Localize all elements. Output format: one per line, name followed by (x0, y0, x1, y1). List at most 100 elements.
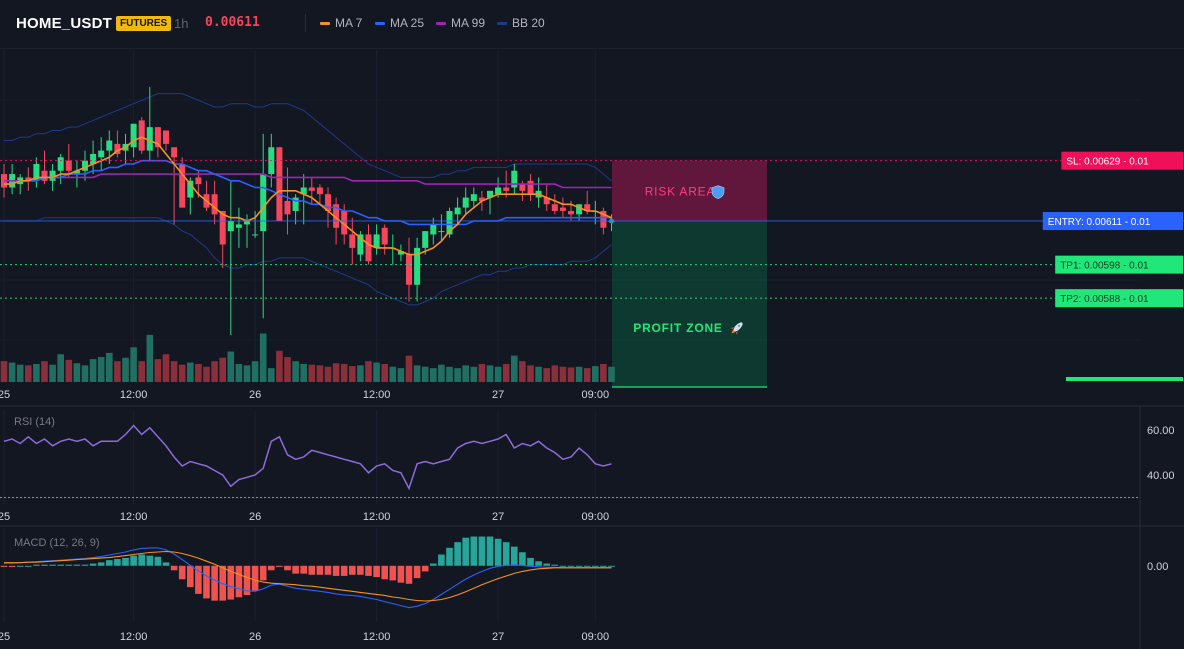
candle-body (357, 234, 364, 255)
volume-bar (494, 366, 502, 382)
volume-bar (397, 368, 405, 382)
time-axis-label: 27 (492, 389, 504, 401)
macd-histogram-bar (170, 565, 178, 571)
legend-ma25[interactable]: MA 25 (375, 16, 424, 30)
candle-body (252, 234, 259, 236)
macd-histogram-bar (430, 563, 437, 566)
candle-body (519, 184, 526, 191)
risk-area-zone (612, 160, 767, 222)
macd-histogram-bar (535, 561, 542, 566)
macd-histogram-bar (543, 563, 550, 566)
volume-bar (106, 352, 113, 382)
volume-bar (57, 354, 64, 382)
macd-histogram-bar (478, 536, 486, 566)
volume-bar (511, 355, 518, 382)
shield-icon (711, 185, 725, 199)
volume-bar (502, 363, 510, 382)
candle-body (495, 187, 502, 195)
candle-body (325, 194, 331, 211)
candle-body (568, 210, 574, 215)
macd-histogram-bar (268, 565, 275, 571)
ma7-line (4, 136, 612, 256)
legend-ma99[interactable]: MA 99 (436, 16, 485, 30)
volume-bar (130, 347, 137, 382)
candle-body (276, 147, 283, 222)
macd-histogram-bar (608, 565, 615, 567)
time-axis-label: 27 (492, 511, 504, 523)
macd-histogram-bar (122, 557, 129, 566)
time-axis-label: 12:00 (120, 389, 148, 401)
candle-body (90, 153, 97, 165)
candle-body (171, 147, 178, 158)
profit-zone-label: PROFIT ZONE (633, 321, 722, 335)
macd-histogram-bar (373, 565, 380, 578)
timeframe-label[interactable]: 1h (174, 16, 189, 31)
legend-bb20[interactable]: BB 20 (497, 16, 545, 30)
macd-histogram-bar (259, 565, 267, 581)
candle-body (397, 251, 404, 255)
entry-level-tag (1042, 212, 1183, 231)
macd-histogram-bar (551, 564, 559, 566)
candle-body (187, 180, 194, 198)
legend-swatch-ma7 (320, 21, 330, 25)
time-axis-label: 12:00 (120, 511, 148, 523)
volume-bar (243, 365, 251, 382)
macd-histogram-bar (397, 565, 405, 583)
macd-title: MACD (12, 26, 9) (14, 537, 100, 549)
rsi-scale-label: 40.00 (1147, 470, 1175, 482)
time-axis-label: 12:00 (363, 511, 391, 523)
macd-histogram-bar (178, 565, 186, 580)
macd-histogram-bar (235, 565, 243, 598)
macd-histogram-bar (162, 562, 170, 566)
time-axis-label: 25 (0, 389, 10, 401)
macd-histogram-bar (308, 565, 316, 575)
bollinger-bands (4, 93, 612, 306)
candle-body (316, 187, 323, 195)
volume-bar (446, 366, 453, 382)
candle-body (211, 194, 218, 215)
volume-bar (16, 364, 24, 382)
volume-bar (567, 367, 575, 382)
tp2-level-label: TP2: 0.00588 - 0.01 (1060, 294, 1149, 305)
volume-bar (138, 361, 145, 382)
time-axis-label: 12:00 (363, 631, 391, 643)
candle-body (244, 221, 250, 225)
macd-histogram-bar (81, 564, 89, 566)
candle-body (527, 180, 534, 195)
candle-body (114, 143, 121, 154)
time-axis-label: 26 (249, 511, 261, 523)
legend-ma7-label: MA 7 (335, 16, 363, 30)
macd-histogram-bar (243, 565, 251, 596)
volume-bar (8, 362, 16, 382)
legend-ma7[interactable]: MA 7 (320, 16, 362, 30)
tp2-level-tag (1055, 289, 1183, 308)
macd-histogram-bar (349, 565, 356, 575)
volume-bar (365, 361, 372, 382)
candle-body (227, 221, 234, 232)
time-axis-label: 26 (249, 631, 261, 643)
volume-bar (316, 365, 324, 382)
candle-body (41, 170, 48, 181)
volume-bar (97, 357, 105, 382)
rocket-body (733, 322, 743, 332)
macd-histogram-bar (365, 565, 372, 576)
rocket-icon (730, 322, 743, 335)
macd-histogram-bar (324, 565, 332, 575)
volume-bar (114, 361, 121, 382)
volume-bar (219, 357, 226, 382)
macd-histogram-bar (0, 565, 8, 567)
candle-body (559, 207, 566, 211)
last-price: 0.00611 (205, 15, 260, 30)
macd-histogram-bar (57, 564, 64, 566)
macd-histogram-bar (146, 555, 154, 566)
volume-bar (154, 359, 162, 382)
macd-histogram-bar (389, 565, 397, 581)
candle-body (235, 224, 242, 228)
volume-bar (324, 366, 332, 382)
candle-body (373, 234, 380, 248)
symbol-name[interactable]: HOME_USDT (16, 15, 112, 32)
volume-bar (349, 366, 356, 382)
macd-histogram-bar (357, 565, 364, 575)
volume-bar (203, 366, 210, 382)
